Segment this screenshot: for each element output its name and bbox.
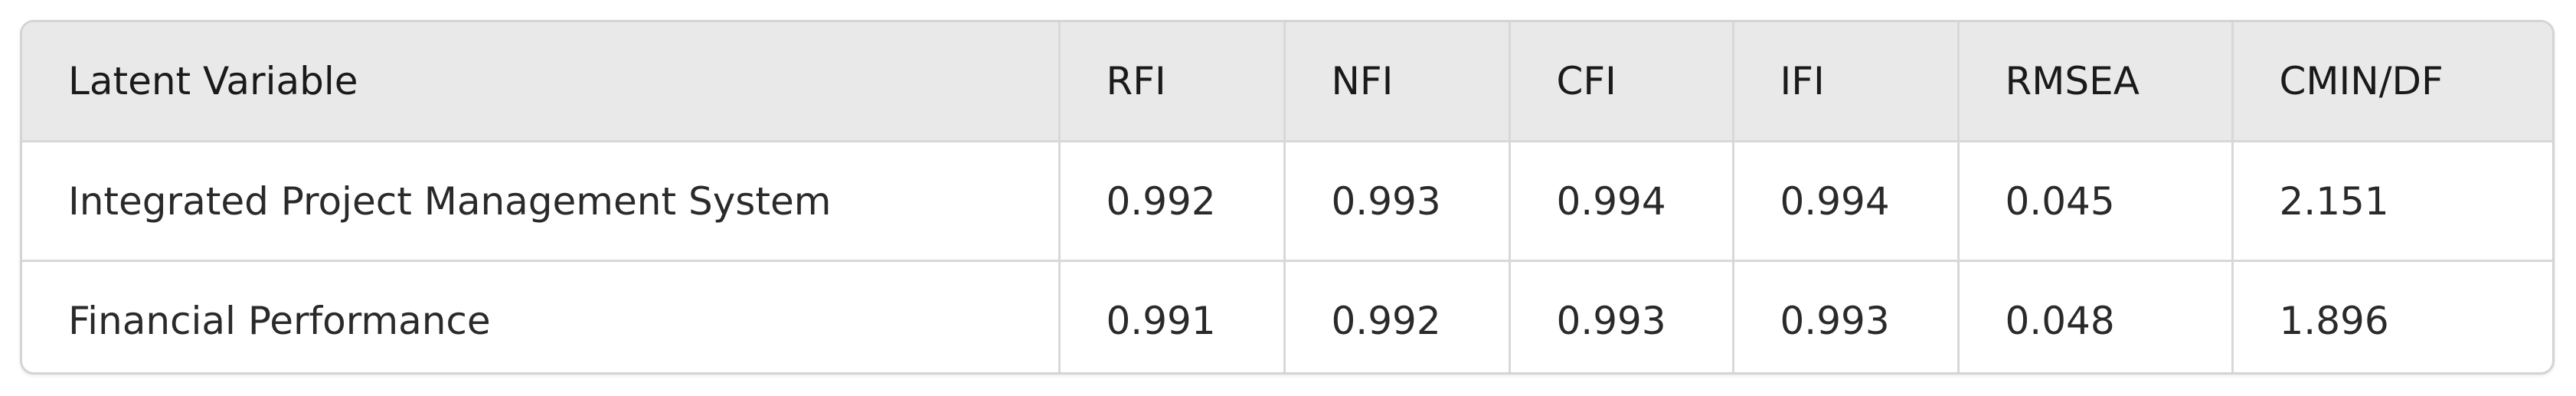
header-row: Latent Variable RFI NFI CFI IFI RMSEA CMIN/DF xyxy=(22,22,2552,142)
row-label: Integrated Project Management System xyxy=(22,141,1061,262)
header-cell: NFI xyxy=(1284,22,1511,142)
value-cell: 0.992 xyxy=(1284,260,1511,372)
fit-table: Latent Variable RFI NFI CFI IFI RMSEA CMIN/DF … xyxy=(22,22,2552,372)
value-cell: 2.151 xyxy=(2232,141,2552,262)
header-cell: RMSEA xyxy=(1958,22,2234,142)
table-row: Integrated Project Management System 0.99… xyxy=(22,141,2552,262)
table-container: Latent Variable RFI NFI CFI IFI RMSEA CMIN/DF … xyxy=(20,20,2555,375)
header-cell: Latent Variable xyxy=(22,22,1061,142)
value-cell: 0.993 xyxy=(1733,260,1960,372)
table-body: Integrated Project Management System 0.99… xyxy=(22,141,2552,372)
value-cell: 0.048 xyxy=(1958,260,2234,372)
table-row: Financial Performance 0.991 0.992 0.993 0.99… xyxy=(22,260,2552,372)
value-cell: 0.994 xyxy=(1509,141,1734,262)
table-head: Latent Variable RFI NFI CFI IFI RMSEA CMIN/DF xyxy=(22,22,2552,142)
value-cell: 0.992 xyxy=(1059,141,1286,262)
header-cell: RFI xyxy=(1059,22,1286,142)
value-cell: 0.993 xyxy=(1509,260,1734,372)
value-cell: 1.896 xyxy=(2279,298,2389,343)
header-cell: CMIN/DF xyxy=(2232,22,2552,142)
header-cell: CFI xyxy=(1509,22,1734,142)
value-cell: 0.993 xyxy=(1284,141,1511,262)
header-cell: IFI xyxy=(1733,22,1960,142)
value-cell: 0.045 xyxy=(1958,141,2234,262)
value-cell: 0.994 xyxy=(1733,141,1960,262)
row-label: Financial Performance xyxy=(22,260,1061,372)
value-cell: 0.991 xyxy=(1059,260,1286,372)
